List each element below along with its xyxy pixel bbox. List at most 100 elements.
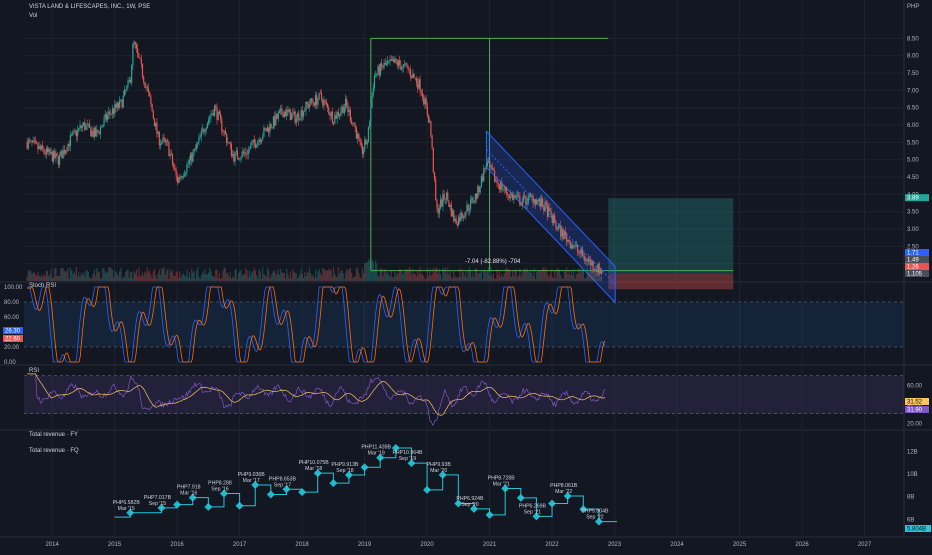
candle-body (419, 79, 421, 92)
candle-body (486, 162, 488, 167)
volume-bar (367, 259, 370, 281)
volume-bar (582, 269, 585, 281)
volume-bar (54, 267, 56, 281)
candle-body (176, 175, 178, 183)
candle-body (322, 99, 324, 106)
price-y-tick-label: 7.50 (907, 71, 919, 77)
candle-body (252, 139, 254, 143)
x-tick-label: 2021 (483, 542, 497, 548)
candle-body (264, 128, 266, 130)
candle-body (361, 146, 364, 154)
volume-bar (591, 268, 593, 281)
volume-bar (48, 275, 50, 281)
x-tick-label: 2027 (858, 542, 872, 548)
volume-bar (415, 276, 418, 281)
volume-bar (319, 272, 321, 281)
volume-bar (140, 275, 142, 281)
volume-bar (423, 275, 425, 281)
volume-bar (34, 274, 37, 281)
volume-bar (472, 272, 474, 281)
revenue-current-marker (905, 525, 931, 532)
volume-bar (567, 274, 569, 281)
candle-body (531, 195, 533, 197)
revenue-point-date: Mar '21 (493, 481, 510, 487)
candle-body (220, 114, 222, 120)
candle-body (144, 82, 146, 88)
volume-bar (500, 276, 502, 281)
candle-body (126, 85, 128, 91)
candle-body (492, 169, 495, 171)
candle-body (192, 151, 194, 162)
volume-bar (233, 277, 235, 281)
volume-bar (153, 268, 156, 281)
candle-body (576, 244, 579, 252)
candle-body (215, 105, 217, 108)
candle-body (420, 91, 422, 93)
volume-bar (596, 278, 598, 281)
candle-body (317, 99, 319, 105)
revenue-point-marker (313, 469, 322, 478)
volume-bar (45, 271, 47, 281)
volume-bar (429, 268, 431, 281)
volume-bar (358, 272, 360, 281)
volume-bar (436, 267, 438, 281)
stoch-y-tick-label: 100.00 (4, 285, 23, 291)
revenue-point-label: PHP11.439B (361, 445, 391, 451)
candle-body (117, 102, 120, 108)
revenue-point-date: Sep '15 (149, 501, 167, 507)
candle-body (311, 98, 313, 102)
candle-body (245, 152, 247, 155)
volume-bar (512, 270, 514, 281)
volume-bar (502, 276, 504, 281)
candle-body (262, 136, 264, 140)
candle-body (472, 197, 474, 203)
candle-body (201, 128, 204, 131)
volume-bar (533, 268, 535, 281)
candle-body (330, 111, 332, 116)
volume-bar (329, 270, 331, 281)
volume-bar (593, 268, 595, 281)
candle-body (379, 63, 382, 76)
volume-bar (150, 274, 152, 281)
candle-body (55, 153, 57, 159)
volume-bar (70, 270, 73, 281)
volume-bar (592, 268, 594, 281)
price-axis-marker (905, 263, 929, 270)
candle-body (550, 210, 552, 216)
candle-body (534, 199, 537, 205)
candle-body (169, 153, 171, 156)
volume-bar (258, 269, 260, 281)
volume-bar (186, 269, 188, 281)
candle-body (242, 151, 245, 153)
volume-bar (460, 276, 462, 281)
volume-bar (238, 272, 240, 281)
volume-bar (573, 268, 575, 281)
volume-bar (52, 277, 55, 281)
revenue-point-marker (532, 512, 541, 521)
revenue-point-label: PHP6.582B (113, 500, 141, 506)
candle-body (563, 231, 565, 240)
candle-body (518, 195, 520, 197)
volume-bar (244, 274, 246, 281)
volume-bar (201, 271, 204, 281)
volume-bar (242, 274, 245, 281)
volume-bar (388, 274, 390, 281)
candle-body (430, 121, 432, 136)
candle-body (504, 187, 507, 190)
candle-body (131, 65, 133, 83)
price-axis-marker (905, 194, 929, 202)
volume-bar (282, 272, 284, 281)
candle-body (103, 118, 105, 125)
candle-body (441, 199, 443, 207)
candle-body (44, 152, 46, 155)
candle-body (31, 140, 33, 143)
revenue-point-date: Mar '16 (180, 491, 197, 497)
candle-body (358, 133, 360, 139)
candle-body (49, 149, 51, 154)
price-y-tick-label: 3.50 (907, 210, 919, 216)
candle-body (448, 200, 450, 207)
volume-bar (433, 272, 436, 281)
volume-bar (192, 272, 194, 281)
stoch-d-marker (3, 335, 23, 342)
